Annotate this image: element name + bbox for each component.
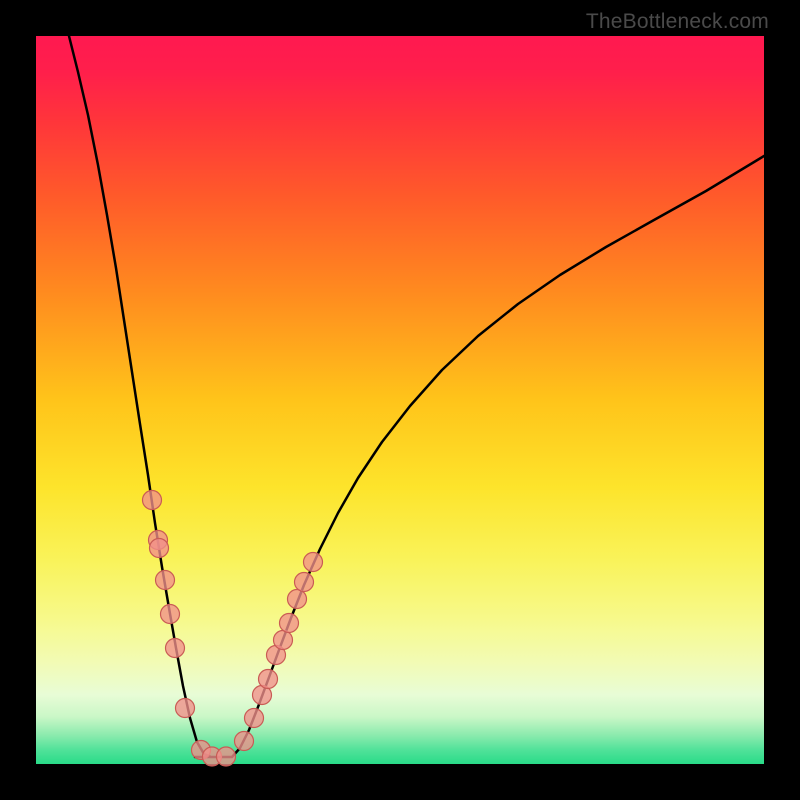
- plot-background: [36, 36, 764, 764]
- chart-stage: TheBottleneck.com: [0, 0, 800, 800]
- watermark-text: TheBottleneck.com: [586, 10, 769, 34]
